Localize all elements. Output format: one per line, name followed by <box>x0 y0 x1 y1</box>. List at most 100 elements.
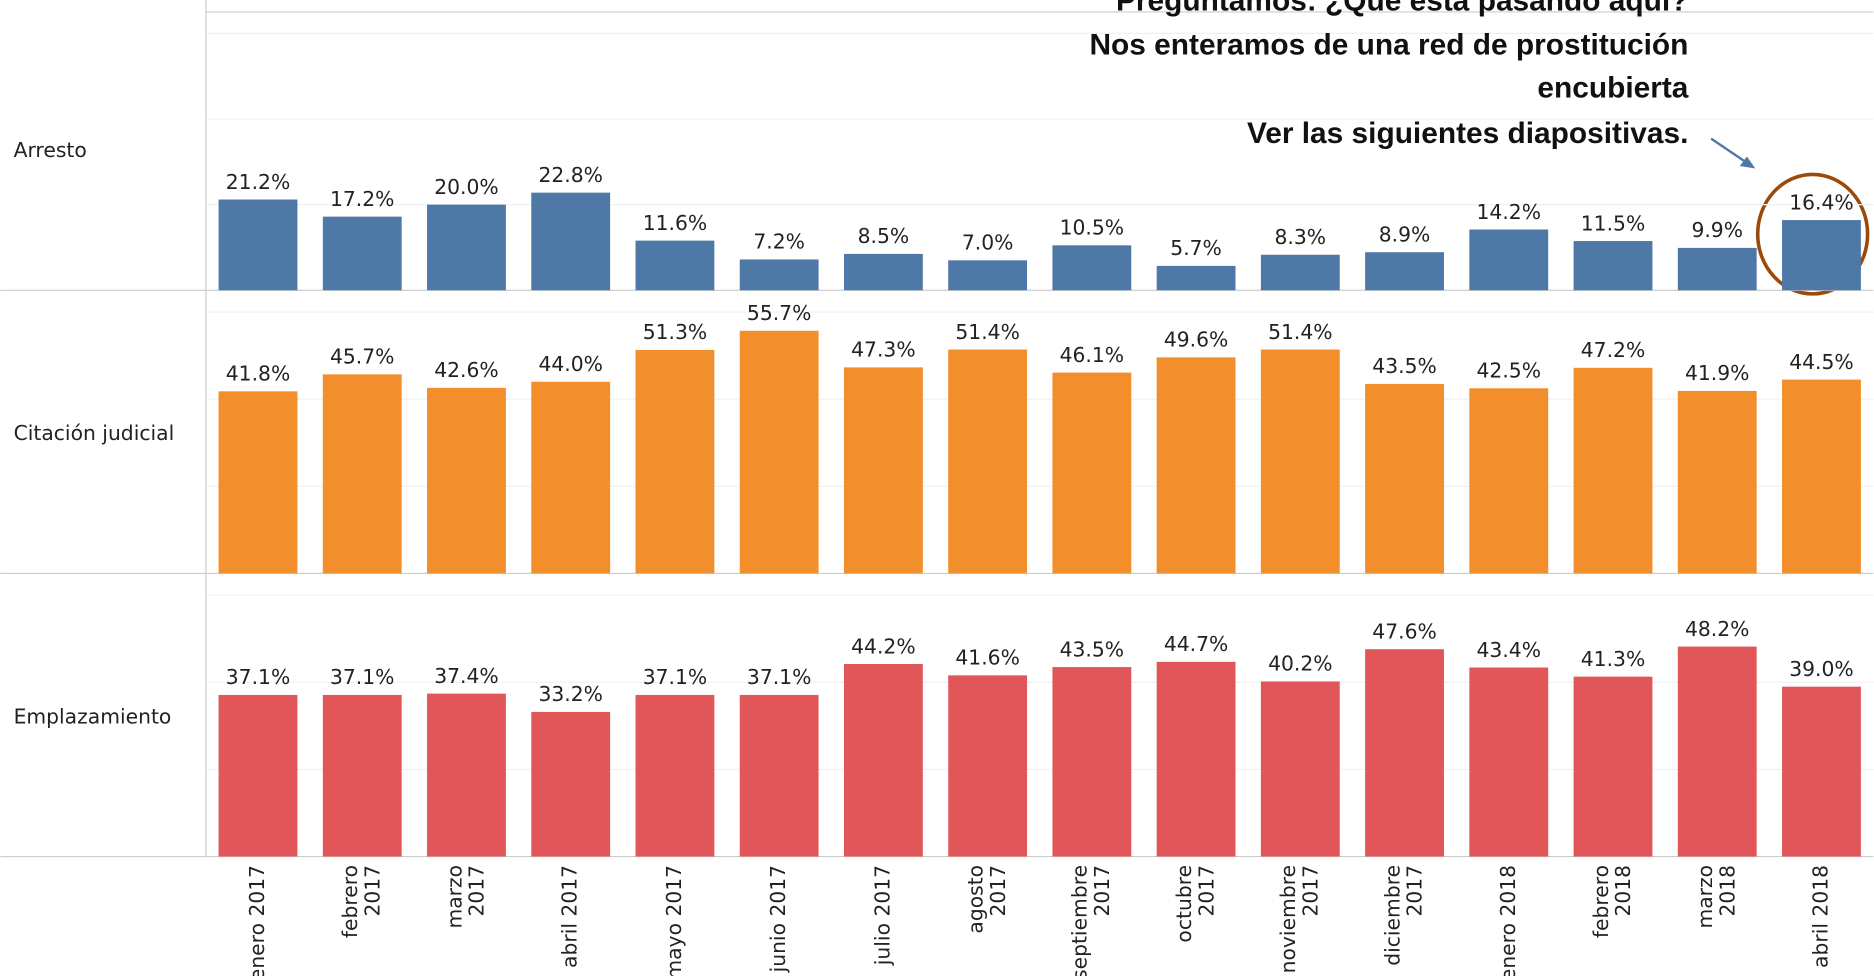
x-tick-label-line: noviembre <box>1276 865 1300 973</box>
value-label: 43.4% <box>1477 638 1541 662</box>
bar <box>427 387 506 574</box>
annotation: Nos enteramos de una red de prostitución <box>1089 28 1688 61</box>
x-tick-label-line: 2017 <box>1194 865 1218 917</box>
x-tick-label: mayo 2017 <box>662 865 686 976</box>
value-label: 47.2% <box>1581 338 1645 362</box>
bar <box>843 664 923 857</box>
bar <box>635 240 715 291</box>
value-label: 11.6% <box>643 211 707 235</box>
value-label: 42.5% <box>1477 359 1541 383</box>
bar <box>1782 379 1861 574</box>
value-label: 44.2% <box>851 634 915 658</box>
x-tick-label: diciembre2017 <box>1380 865 1426 966</box>
x-tick-label: marzo2017 <box>442 865 488 929</box>
x-tick-label: abril 2018 <box>1808 865 1832 968</box>
value-label: 41.9% <box>1685 361 1749 385</box>
bar <box>322 374 402 574</box>
value-label: 44.7% <box>1164 632 1228 656</box>
row-label: Citación judicial <box>14 421 175 445</box>
value-label: 37.1% <box>643 665 707 689</box>
bar <box>322 216 402 291</box>
bar <box>1677 646 1757 857</box>
value-label: 48.2% <box>1685 617 1749 641</box>
value-label: 51.4% <box>1268 320 1332 344</box>
bar <box>739 330 819 574</box>
bar <box>948 349 1028 574</box>
x-tick-label: octubre2017 <box>1172 865 1218 943</box>
value-label: 45.7% <box>330 345 394 369</box>
value-label: 8.5% <box>858 224 910 248</box>
annotation: Ver las siguientes diapositivas. <box>1247 117 1688 150</box>
value-label: 8.3% <box>1275 225 1327 249</box>
annotation: Preguntamos: ¿Qué está pasando aquí? <box>1116 0 1688 17</box>
row-label: Arresto <box>14 138 87 162</box>
bar <box>1573 367 1653 574</box>
bar <box>1156 357 1236 574</box>
value-label: 49.6% <box>1164 328 1228 352</box>
bar <box>1573 241 1653 291</box>
bar <box>1677 247 1757 291</box>
bar <box>1782 686 1861 857</box>
bar <box>1260 681 1340 857</box>
bar <box>1365 649 1444 857</box>
value-label: 37.1% <box>226 665 290 689</box>
bar <box>1469 388 1549 574</box>
x-tick-label: febrero2018 <box>1589 865 1635 938</box>
value-label: 40.2% <box>1268 652 1332 676</box>
bar <box>218 199 298 291</box>
arrow <box>1710 137 1749 165</box>
bar <box>948 675 1028 857</box>
bar <box>739 259 819 291</box>
value-label: 55.7% <box>747 301 811 325</box>
bar <box>843 253 923 291</box>
value-label: 5.7% <box>1170 236 1222 260</box>
x-tick-label: noviembre2017 <box>1276 865 1322 973</box>
x-tick-label-line: marzo <box>1693 865 1717 929</box>
bar <box>322 694 402 857</box>
value-label: 7.0% <box>962 231 1014 255</box>
bar <box>1469 229 1549 291</box>
x-tick-label-line: diciembre <box>1380 865 1404 966</box>
bar <box>1573 676 1653 857</box>
x-tick-label: agosto2017 <box>963 865 1009 934</box>
value-label: 43.5% <box>1372 354 1436 378</box>
value-label: 47.6% <box>1372 619 1436 643</box>
value-label: 39.0% <box>1789 657 1853 681</box>
bar <box>1052 245 1132 291</box>
bar <box>531 381 611 574</box>
value-label: 44.0% <box>538 352 602 376</box>
bar <box>427 204 506 291</box>
bar <box>531 711 611 857</box>
bar <box>1469 667 1549 857</box>
x-tick-label-line: agosto <box>963 865 987 934</box>
value-label: 16.4% <box>1789 190 1853 214</box>
value-label: 47.3% <box>851 338 915 362</box>
bar <box>843 367 923 574</box>
bar <box>739 694 819 857</box>
value-label: 41.8% <box>226 362 290 386</box>
x-tick-label-line: octubre <box>1172 865 1196 943</box>
x-tick-label-line: marzo <box>442 865 466 929</box>
value-label: 9.9% <box>1691 218 1743 242</box>
bar <box>1677 390 1757 574</box>
value-label: 41.6% <box>955 646 1019 670</box>
arrow-head <box>1739 156 1756 169</box>
bar <box>1052 667 1132 857</box>
value-label: 17.2% <box>330 187 394 211</box>
x-tick-label-line: 2017 <box>1090 865 1114 917</box>
x-tick-label-line: 2018 <box>1715 865 1739 917</box>
bar <box>948 260 1028 291</box>
x-tick-label-line: febrero <box>1589 865 1613 938</box>
x-tick-label: abril 2017 <box>558 865 582 968</box>
bar <box>531 192 611 291</box>
value-label: 33.2% <box>538 682 602 706</box>
x-tick-label-line: 2017 <box>360 865 384 917</box>
value-label: 42.6% <box>434 358 498 382</box>
value-label: 37.1% <box>330 665 394 689</box>
bar <box>635 349 715 574</box>
annotation: encubierta <box>1537 71 1688 104</box>
value-label: 44.5% <box>1789 350 1853 374</box>
value-label: 22.8% <box>538 163 602 187</box>
x-tick-label: junio 2017 <box>766 865 790 974</box>
x-tick-label-line: 2017 <box>986 865 1010 917</box>
